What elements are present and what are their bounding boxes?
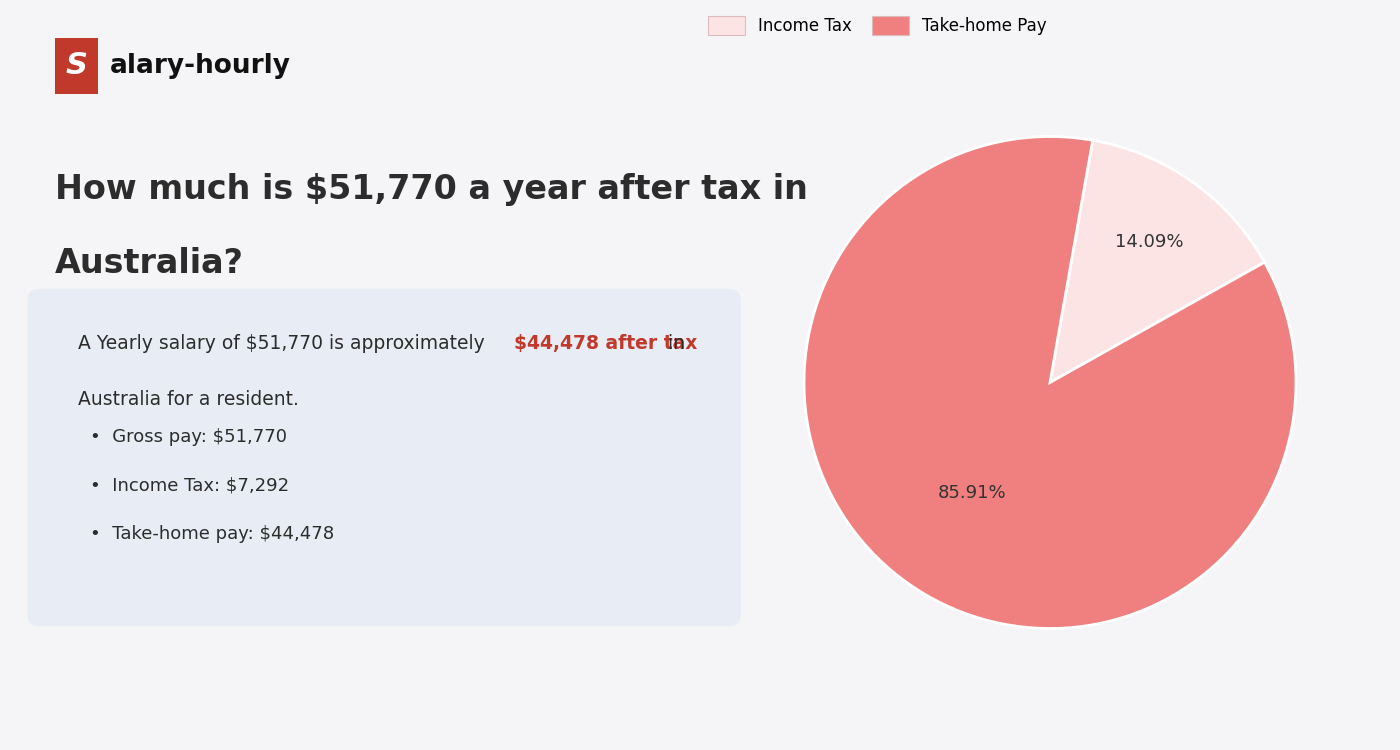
Text: Australia for a resident.: Australia for a resident. — [78, 390, 300, 409]
Wedge shape — [1050, 140, 1264, 382]
Text: Australia?: Australia? — [55, 248, 244, 280]
Text: A Yearly salary of $51,770 is approximately: A Yearly salary of $51,770 is approximat… — [78, 334, 491, 352]
Text: How much is $51,770 a year after tax in: How much is $51,770 a year after tax in — [55, 172, 808, 206]
Text: •  Gross pay: $51,770: • Gross pay: $51,770 — [90, 427, 287, 445]
Text: •  Take-home pay: $44,478: • Take-home pay: $44,478 — [90, 525, 335, 543]
FancyBboxPatch shape — [28, 289, 741, 626]
Text: $44,478 after tax: $44,478 after tax — [514, 334, 697, 352]
Text: alary-hourly: alary-hourly — [109, 53, 291, 79]
Text: S: S — [66, 51, 87, 80]
Text: in: in — [662, 334, 686, 352]
Legend: Income Tax, Take-home Pay: Income Tax, Take-home Pay — [701, 10, 1053, 42]
Text: 14.09%: 14.09% — [1116, 233, 1184, 251]
Text: 85.91%: 85.91% — [938, 484, 1007, 502]
FancyBboxPatch shape — [55, 38, 98, 94]
Text: •  Income Tax: $7,292: • Income Tax: $7,292 — [90, 476, 290, 494]
Wedge shape — [804, 136, 1296, 628]
